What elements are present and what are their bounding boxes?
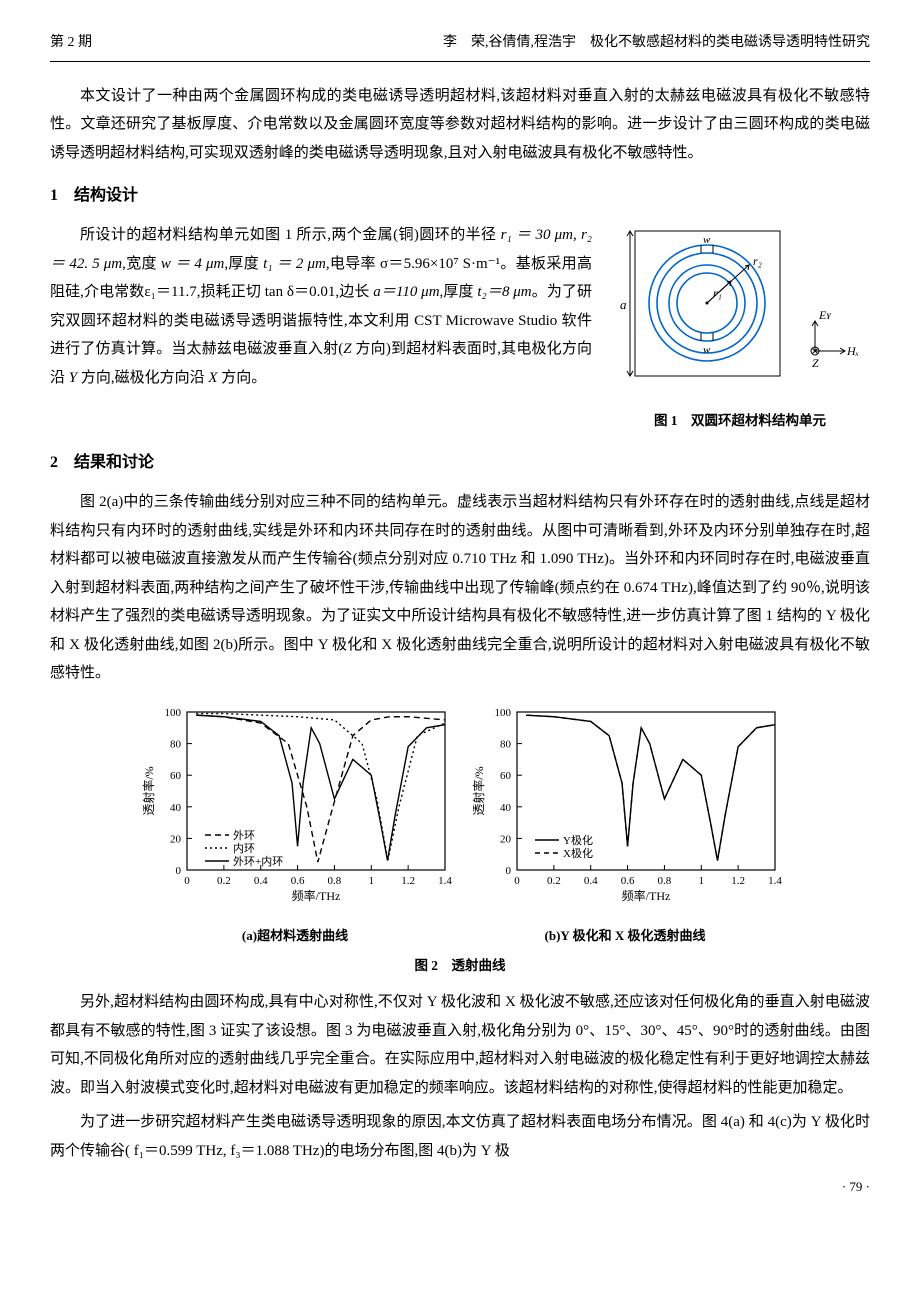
svg-text:0.2: 0.2 — [217, 875, 231, 887]
figure-2a: 0 0.2 0.4 0.6 0.8 1 1.2 1.4 0 20 40 60 80 100 频率/THz 透射… — [135, 700, 455, 949]
section-2-paragraph-2: 另外,超材料结构由圆环构成,具有中心对称性,不仅对 Y 极化波和 X 极化波不敏… — [50, 988, 870, 1102]
figure-1-caption: 图 1 双圆环超材料结构单元 — [610, 408, 870, 434]
section-1-title: 1 结构设计 — [50, 181, 870, 211]
svg-text:1: 1 — [699, 875, 705, 887]
section-2-paragraph-1: 图 2(a)中的三条传输曲线分别对应三种不同的结构单元。虚线表示当超材料结构只有… — [50, 488, 870, 688]
svg-text:80: 80 — [500, 738, 512, 750]
svg-text:0.2: 0.2 — [547, 875, 561, 887]
svg-text:0.8: 0.8 — [658, 875, 672, 887]
svg-text:Eʏ: Eʏ — [818, 308, 832, 322]
svg-text:0: 0 — [506, 865, 512, 877]
figure-2-caption: 图 2 透射曲线 — [50, 953, 870, 979]
svg-text:w: w — [703, 234, 711, 246]
svg-text:40: 40 — [170, 801, 182, 813]
section-2-title: 2 结果和讨论 — [50, 448, 870, 478]
svg-text:Z: Z — [812, 356, 819, 370]
svg-text:20: 20 — [170, 833, 182, 845]
svg-text:频率/THz: 频率/THz — [292, 888, 341, 903]
svg-text:100: 100 — [165, 707, 182, 719]
svg-text:100: 100 — [495, 707, 512, 719]
svg-text:1.4: 1.4 — [438, 875, 452, 887]
svg-text:1.2: 1.2 — [731, 875, 745, 887]
section-1-body: 所设计的超材料结构单元如图 1 所示,两个金属(铜)圆环的半径 r₁ ＝ 30 … — [50, 221, 870, 433]
svg-text:60: 60 — [170, 770, 182, 782]
svg-text:0.6: 0.6 — [291, 875, 305, 887]
svg-text:透射率/%: 透射率/% — [471, 766, 486, 815]
figure-1: ar₁r₂wwEʏHₓZ 图 1 双圆环超材料结构单元 — [610, 221, 870, 433]
svg-text:频率/THz: 频率/THz — [622, 888, 671, 903]
svg-text:X极化: X极化 — [563, 846, 593, 860]
svg-text:Hₓ: Hₓ — [846, 344, 859, 358]
svg-text:0: 0 — [184, 875, 190, 887]
svg-text:1: 1 — [369, 875, 375, 887]
intro-paragraph: 本文设计了一种由两个金属圆环构成的类电磁诱导透明超材料,该超材料对垂直入射的太赫… — [50, 82, 870, 168]
svg-text:w: w — [703, 344, 711, 356]
figure-2b-caption: (b)Y 极化和 X 极化透射曲线 — [465, 924, 785, 949]
section-2-paragraph-3: 为了进一步研究超材料产生类电磁诱导透明现象的原因,本文仿真了超材料表面电场分布情… — [50, 1108, 870, 1165]
svg-text:r₂: r₂ — [753, 254, 762, 268]
svg-text:0.4: 0.4 — [254, 875, 268, 887]
svg-text:0: 0 — [514, 875, 520, 887]
svg-text:Y极化: Y极化 — [563, 833, 593, 847]
svg-text:0.6: 0.6 — [621, 875, 635, 887]
svg-text:外环+内环: 外环+内环 — [233, 854, 283, 868]
svg-text:0: 0 — [176, 865, 182, 877]
svg-text:0.4: 0.4 — [584, 875, 598, 887]
running-title: 李 荣,谷倩倩,程浩宇 极化不敏感超材料的类电磁诱导透明特性研究 — [443, 30, 870, 57]
svg-text:20: 20 — [500, 833, 512, 845]
section-1-paragraph: 所设计的超材料结构单元如图 1 所示,两个金属(铜)圆环的半径 r₁ ＝ 30 … — [50, 221, 592, 392]
svg-text:1.2: 1.2 — [401, 875, 415, 887]
svg-text:透射率/%: 透射率/% — [141, 766, 156, 815]
page-header: 第 2 期 李 荣,谷倩倩,程浩宇 极化不敏感超材料的类电磁诱导透明特性研究 — [50, 30, 870, 62]
svg-text:40: 40 — [500, 801, 512, 813]
figure-2b: 0 0.2 0.4 0.6 0.8 1 1.2 1.4 0 20 40 60 80 100 频率/THz 透射… — [465, 700, 785, 949]
svg-text:内环: 内环 — [233, 841, 255, 855]
figure-2: 00.20.40.60.811.21.4020406080100频率/THz透射… — [50, 700, 870, 949]
svg-text:1.4: 1.4 — [768, 875, 782, 887]
figure-2a-caption: (a)超材料透射曲线 — [135, 924, 455, 949]
svg-text:80: 80 — [170, 738, 182, 750]
issue-number: 第 2 期 — [50, 30, 92, 57]
page-number: · 79 · — [50, 1175, 870, 1200]
svg-text:a: a — [620, 297, 627, 312]
svg-text:外环: 外环 — [233, 829, 255, 842]
svg-text:60: 60 — [500, 770, 512, 782]
svg-text:0.8: 0.8 — [328, 875, 342, 887]
